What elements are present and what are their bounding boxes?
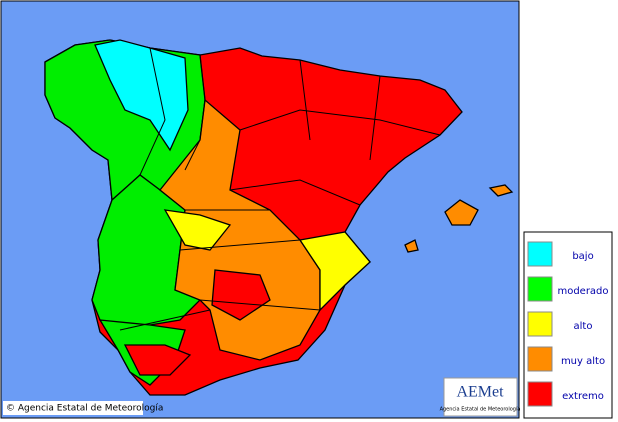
spain-map <box>44 39 514 396</box>
legend-swatch <box>527 311 553 337</box>
legend-label: alto <box>574 321 593 332</box>
legend-swatch <box>527 346 553 372</box>
legend: bajo moderado alto muy alto extremo <box>527 241 609 407</box>
logo-box <box>443 377 518 417</box>
legend-label: moderado <box>557 286 608 297</box>
legend-label: bajo <box>572 251 593 262</box>
legend-label: muy alto <box>561 356 605 367</box>
province-borders <box>119 47 441 331</box>
logo-mark: AEMet <box>456 384 504 401</box>
legend-swatch <box>527 276 553 302</box>
credit: © Agencia Estatal de Meteorología <box>6 404 163 414</box>
legend-swatch <box>527 381 553 407</box>
logo-caption: Agencia Estatal de Meteorología <box>440 406 521 413</box>
legend-label: extremo <box>562 391 604 402</box>
legend-swatch <box>527 241 553 267</box>
credit-box <box>3 401 143 415</box>
